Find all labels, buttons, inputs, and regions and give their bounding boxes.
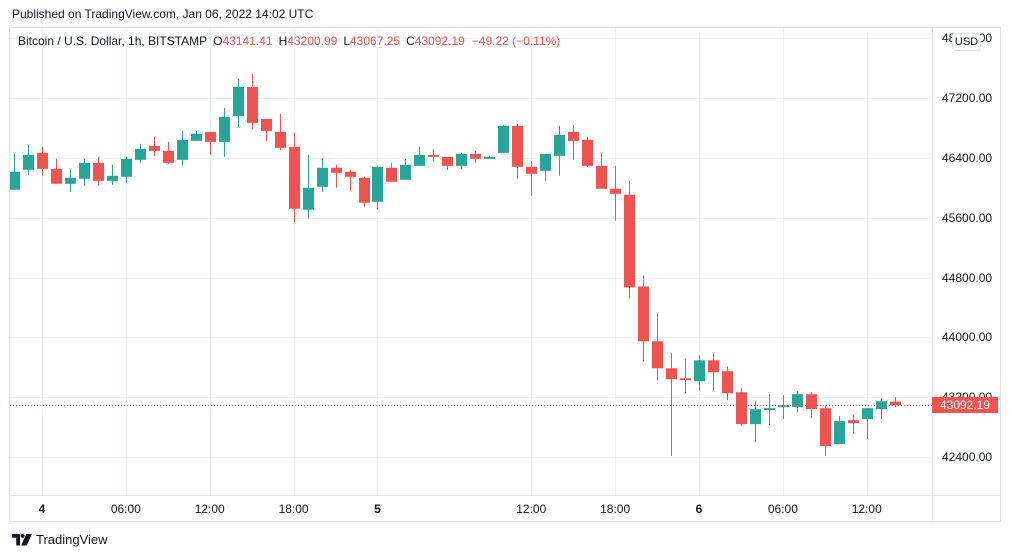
price-tick-label: 45600.00	[942, 210, 993, 225]
price-tick-label: 47200.00	[942, 91, 993, 105]
price-tick-label: 44000.00	[942, 330, 993, 345]
open-label: O	[213, 34, 223, 48]
time-tick-label: 18:00	[600, 502, 631, 516]
published-caption: Published on TradingView.com, Jan 06, 20…	[12, 7, 314, 21]
last-price-label: 43092.19	[932, 397, 998, 413]
high-label: H	[278, 34, 288, 48]
ohlc-open: O43141.41	[213, 34, 272, 48]
chart-plot-area[interactable]	[10, 28, 932, 495]
time-tick-label: 12:00	[194, 502, 225, 516]
high-value: 43200.99	[287, 34, 338, 48]
open-value: 43141.41	[222, 34, 273, 48]
time-tick-label: 6	[695, 502, 703, 516]
time-tick-label: 06:00	[110, 502, 141, 516]
ohlc-low: L43067.25	[343, 34, 400, 48]
time-axis[interactable]: 4 06:00 12:00 18:00 5 12:00 18:00 6 06:0…	[10, 496, 932, 522]
time-tick-label: 5	[374, 502, 381, 516]
price-tick-label: 42400.00	[942, 450, 993, 465]
time-tick-label: 18:00	[278, 502, 309, 516]
brand-name: TradingView	[36, 532, 108, 547]
tradingview-logo-icon	[12, 534, 32, 546]
currency-button[interactable]: USD	[952, 33, 981, 51]
low-value: 43067.25	[350, 34, 401, 48]
low-label: L	[343, 34, 350, 48]
tradingview-logo-link[interactable]: TradingView	[12, 531, 108, 549]
ohlc-high: H43200.99	[279, 34, 338, 48]
symbol-title: Bitcoin / U.S. Dollar, 1h, BITSTAMP	[18, 34, 208, 48]
close-value: 43092.19	[414, 34, 465, 48]
time-tick-label: 4	[38, 502, 46, 516]
price-change: −49.22 (−0.11%)	[471, 34, 561, 48]
time-tick-label: 06:00	[767, 502, 798, 516]
time-tick-label: 12:00	[851, 502, 882, 516]
ohlc-close: C43092.19	[406, 34, 465, 48]
close-label: C	[406, 34, 415, 48]
price-tick-label: 46400.00	[942, 150, 993, 165]
price-tick-label: 44800.00	[942, 270, 993, 285]
chart-legend: Bitcoin / U.S. Dollar, 1h, BITSTAMP O431…	[18, 34, 560, 48]
price-axis[interactable]: 48000.00 47200.00 46400.00 45600.00 4480…	[933, 28, 1000, 495]
time-tick-label: 12:00	[516, 502, 547, 516]
